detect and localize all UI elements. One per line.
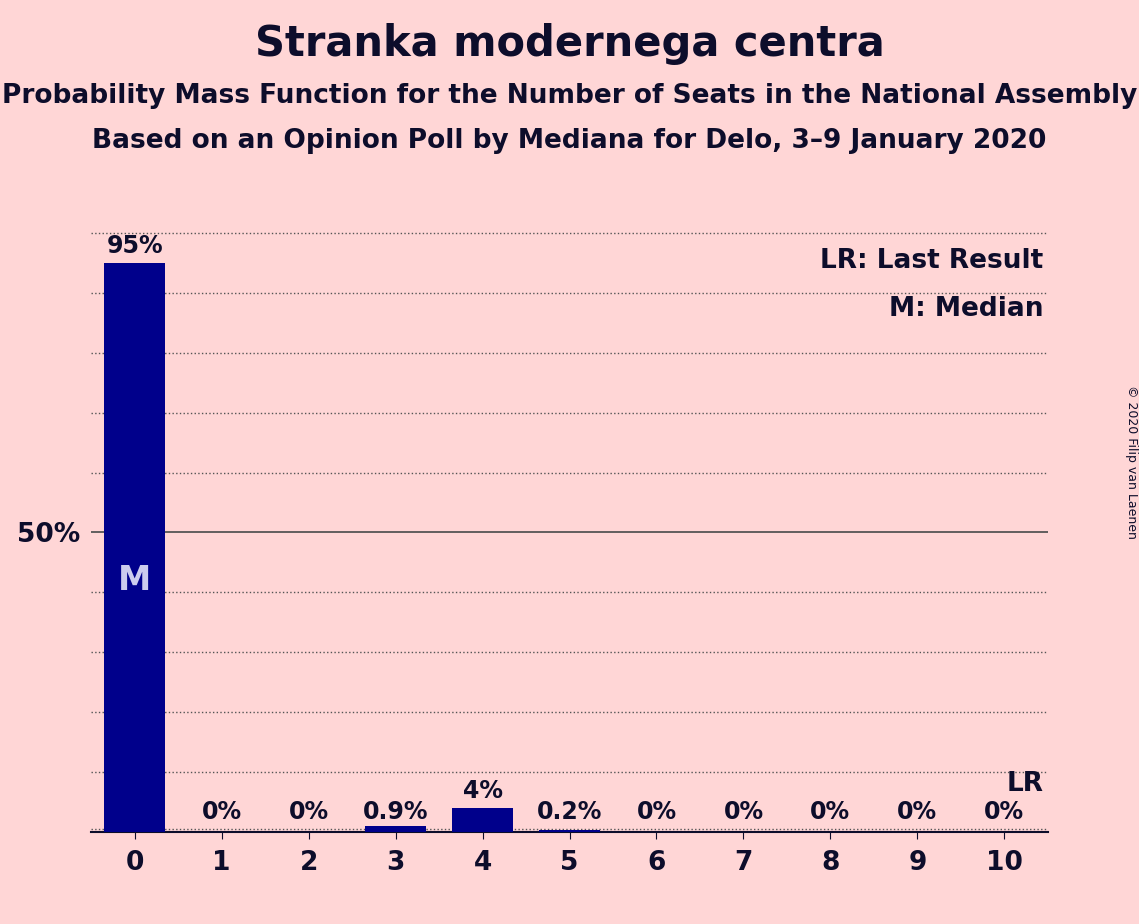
Text: 0.2%: 0.2% xyxy=(536,800,603,824)
Text: 0%: 0% xyxy=(898,800,937,824)
Text: Based on an Opinion Poll by Mediana for Delo, 3–9 January 2020: Based on an Opinion Poll by Mediana for … xyxy=(92,128,1047,153)
Text: 4%: 4% xyxy=(462,779,502,803)
Text: 0%: 0% xyxy=(202,800,241,824)
Bar xyxy=(104,263,165,832)
Bar xyxy=(452,808,513,832)
Bar xyxy=(366,826,426,832)
Text: 0%: 0% xyxy=(984,800,1024,824)
Bar xyxy=(539,831,600,832)
Text: 0%: 0% xyxy=(723,800,763,824)
Text: LR: LR xyxy=(1007,771,1043,796)
Text: M: Median: M: Median xyxy=(890,296,1043,322)
Text: 95%: 95% xyxy=(106,235,163,259)
Text: 0%: 0% xyxy=(288,800,329,824)
Text: M: M xyxy=(118,564,151,597)
Text: Stranka modernega centra: Stranka modernega centra xyxy=(255,23,884,65)
Text: © 2020 Filip van Laenen: © 2020 Filip van Laenen xyxy=(1124,385,1138,539)
Text: 0.9%: 0.9% xyxy=(363,800,428,824)
Text: Probability Mass Function for the Number of Seats in the National Assembly: Probability Mass Function for the Number… xyxy=(2,83,1137,109)
Text: LR: Last Result: LR: Last Result xyxy=(820,249,1043,274)
Text: 0%: 0% xyxy=(637,800,677,824)
Text: 0%: 0% xyxy=(810,800,851,824)
